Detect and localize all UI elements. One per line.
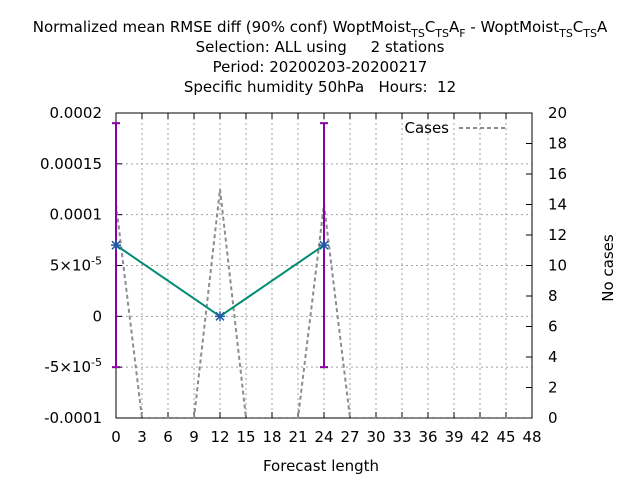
y-tick-label: 0.0001 bbox=[50, 206, 103, 224]
x-tick-label: 45 bbox=[496, 428, 515, 446]
y2-tick-label: 14 bbox=[548, 196, 567, 214]
grid bbox=[116, 113, 532, 418]
y2-tick-label: 10 bbox=[548, 257, 567, 275]
y2-tick-label: 4 bbox=[548, 348, 558, 366]
y-tick-label: 0.00015 bbox=[40, 155, 102, 173]
y2-tick-label: 8 bbox=[548, 287, 558, 305]
x-tick-label: 33 bbox=[392, 428, 411, 446]
y-tick-label: 5×10-5 bbox=[50, 255, 102, 275]
legend: Cases bbox=[404, 119, 506, 137]
x-tick-label: 0 bbox=[111, 428, 121, 446]
y-tick-label: -0.0001 bbox=[44, 409, 102, 427]
x-tick-label: 9 bbox=[189, 428, 199, 446]
axes: 0 3 6 9 12 15 18 21 24 27 30 33 36 39 42 45 48-0.0001-5×… bbox=[40, 104, 567, 446]
title-line-3: Period: 20200203-20200217 bbox=[213, 58, 428, 76]
y2-tick-label: 2 bbox=[548, 379, 558, 397]
y-tick-label: -5×10-5 bbox=[44, 356, 102, 376]
data-point bbox=[111, 240, 121, 251]
y-tick-label: 0 bbox=[92, 307, 102, 325]
chart-title: Normalized mean RMSE diff (90% conf) Wop… bbox=[33, 18, 608, 96]
legend-label-cases: Cases bbox=[404, 119, 449, 137]
y2-tick-label: 20 bbox=[548, 104, 567, 122]
y2-tick-label: 16 bbox=[548, 165, 567, 183]
x-tick-label: 18 bbox=[262, 428, 281, 446]
x-tick-label: 30 bbox=[366, 428, 385, 446]
x-tick-label: 42 bbox=[470, 428, 489, 446]
x-axis-label: Forecast length bbox=[263, 457, 379, 475]
y2-axis-label: No cases bbox=[599, 234, 617, 302]
y-tick-label: 0.0002 bbox=[50, 104, 103, 122]
title-line-4: Specific humidity 50hPa Hours: 12 bbox=[184, 78, 456, 96]
y2-tick-label: 18 bbox=[548, 135, 567, 153]
plot-area bbox=[111, 122, 532, 419]
title-line-2: Selection: ALL using 2 stations bbox=[196, 38, 445, 56]
x-tick-label: 39 bbox=[444, 428, 463, 446]
x-tick-label: 36 bbox=[418, 428, 437, 446]
x-tick-label: 3 bbox=[137, 428, 147, 446]
x-tick-label: 21 bbox=[288, 428, 307, 446]
x-tick-label: 24 bbox=[314, 428, 333, 446]
x-tick-label: 6 bbox=[163, 428, 173, 446]
rmse-diff-line bbox=[115, 244, 325, 318]
x-tick-label: 15 bbox=[236, 428, 255, 446]
title-line-1: Normalized mean RMSE diff (90% conf) Wop… bbox=[33, 18, 608, 40]
y2-tick-label: 12 bbox=[548, 226, 567, 244]
data-point bbox=[319, 240, 329, 251]
x-tick-label: 48 bbox=[522, 428, 541, 446]
y2-tick-label: 0 bbox=[548, 409, 558, 427]
x-tick-label: 12 bbox=[210, 428, 229, 446]
x-tick-label: 27 bbox=[340, 428, 359, 446]
y2-tick-label: 6 bbox=[548, 318, 558, 336]
data-point bbox=[215, 311, 225, 322]
